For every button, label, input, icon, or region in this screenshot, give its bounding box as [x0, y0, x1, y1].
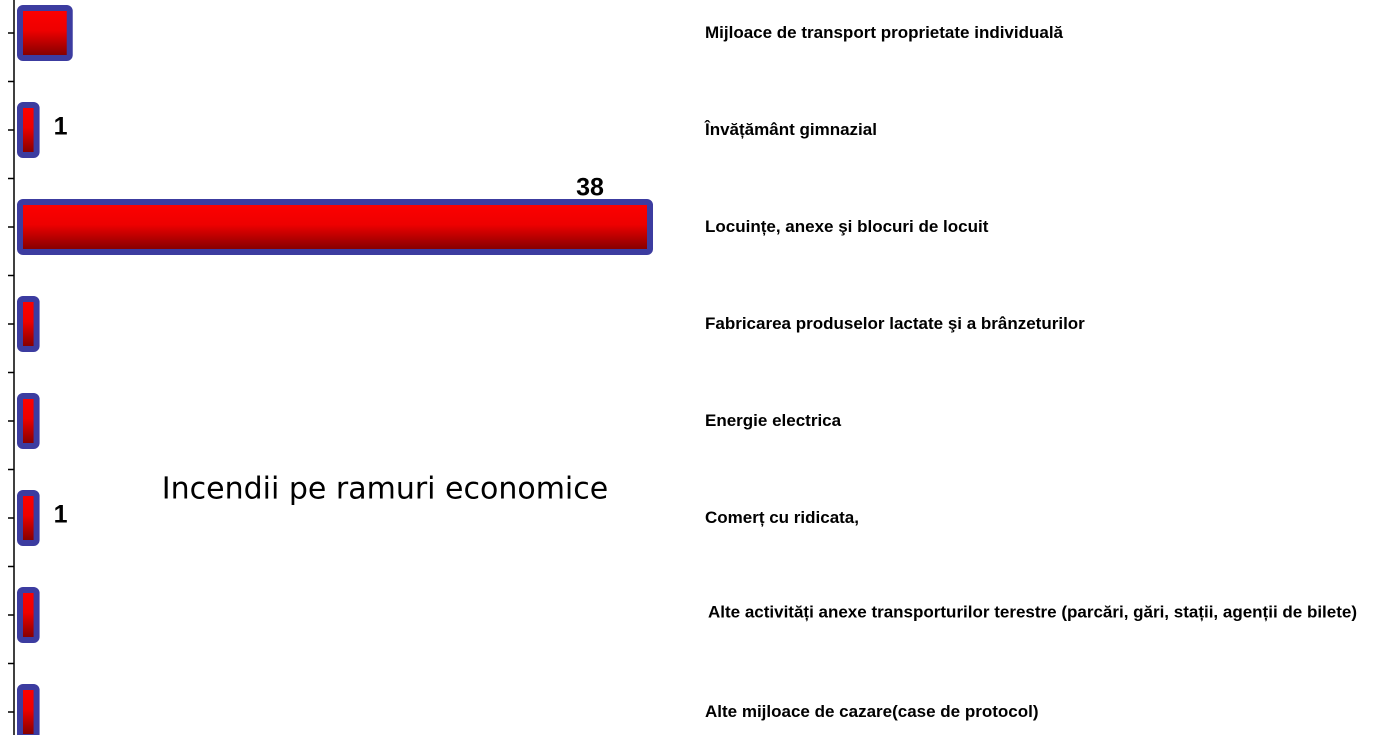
bar — [17, 296, 40, 352]
category-label: Învățământ gimnazial — [705, 120, 877, 139]
bar — [17, 587, 40, 643]
bar — [17, 393, 40, 449]
category-label: Fabricarea produselor lactate şi a brânz… — [705, 314, 1085, 333]
category-label: Alte mijloace de cazare(case de protocol… — [705, 702, 1039, 721]
value-label: 38 — [576, 174, 604, 202]
bar — [17, 490, 40, 546]
bar — [17, 684, 40, 735]
bar — [17, 5, 73, 61]
category-label: Alte activități anexe transporturilor te… — [707, 602, 1358, 622]
bar — [17, 199, 653, 255]
value-label: 1 — [54, 113, 68, 141]
value-label: 1 — [54, 501, 68, 529]
category-label: Comerț cu ridicata, — [705, 508, 859, 527]
bar — [17, 102, 40, 158]
category-label: Energie electrica — [705, 411, 842, 430]
category-label: Mijloace de transport proprietate indivi… — [705, 23, 1064, 42]
chart-title: Incendii pe ramuri economice — [162, 472, 608, 507]
category-label: Locuințe, anexe şi blocuri de locuit — [705, 217, 989, 236]
